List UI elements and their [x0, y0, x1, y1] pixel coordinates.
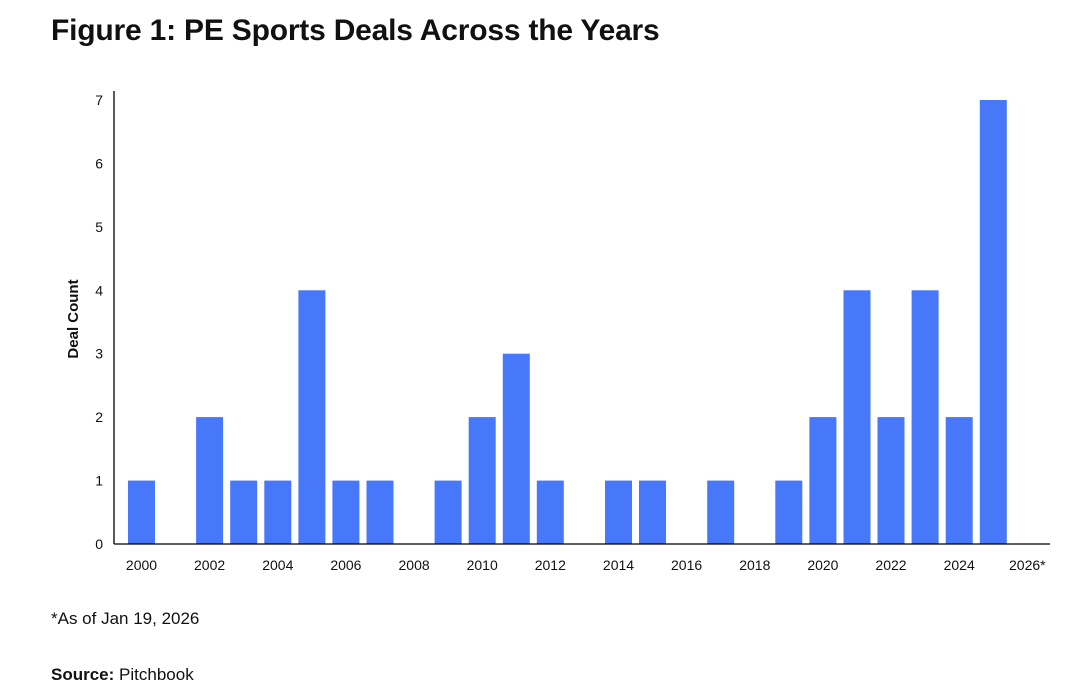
x-axis-ticks: 2000 2002 2004 2006 2008 2010 2012 2014 2016 2018… [126, 557, 1046, 573]
bars-group [128, 100, 1007, 544]
bar-2002 [196, 417, 224, 544]
x-tick-label: 2002 [194, 557, 225, 573]
x-tick-label: 2018 [739, 557, 770, 573]
x-tick-label: 2010 [467, 557, 498, 573]
bar-2015 [639, 480, 666, 544]
source-label: Source: [51, 665, 115, 684]
x-tick-label: 2026* [1009, 557, 1046, 573]
y-tick-label: 4 [95, 282, 103, 298]
y-tick-label: 3 [95, 346, 103, 362]
x-tick-label: 2012 [535, 557, 566, 573]
bar-2014 [605, 480, 632, 544]
chart-title: Figure 1: PE Sports Deals Across the Yea… [51, 14, 660, 47]
x-tick-label: 2014 [603, 557, 634, 573]
x-tick-label: 2004 [262, 557, 293, 573]
source-note: Source: Pitchbook [51, 665, 194, 685]
x-tick-label: 2022 [875, 557, 906, 573]
bar-2004 [264, 480, 292, 544]
x-tick-label: 2008 [399, 557, 430, 573]
source-value: Pitchbook [119, 665, 194, 684]
y-tick-label: 1 [95, 473, 103, 489]
bar-2000 [128, 480, 155, 544]
bar-2003 [230, 480, 258, 544]
bar-2010 [468, 417, 496, 544]
y-axis-label: Deal Count [65, 279, 82, 358]
bar-2019 [775, 480, 803, 544]
y-tick-label: 0 [95, 536, 103, 552]
bar-2025 [979, 100, 1007, 544]
bar-chart: Deal Count 0 1 2 3 4 5 6 7 2000 2002 2004 2006 2008… [65, 91, 1050, 573]
bar-2023 [911, 290, 939, 544]
bar-2007 [366, 480, 394, 544]
y-tick-label: 6 [95, 155, 103, 171]
y-tick-label: 2 [95, 409, 103, 425]
y-tick-label: 7 [95, 92, 103, 108]
bar-2009 [434, 480, 462, 544]
bar-2020 [809, 417, 837, 544]
footnote: *As of Jan 19, 2026 [51, 609, 200, 628]
bar-2024 [945, 417, 973, 544]
bar-2011 [502, 353, 530, 544]
y-axis-ticks: 0 1 2 3 4 5 6 7 [95, 92, 103, 552]
bar-2021 [843, 290, 871, 544]
y-tick-label: 5 [95, 219, 103, 235]
x-tick-label: 2006 [330, 557, 361, 573]
bar-2017 [707, 480, 735, 544]
x-tick-label: 2000 [126, 557, 157, 573]
bar-2012 [536, 480, 564, 544]
x-tick-label: 2024 [944, 557, 975, 573]
bar-2005 [298, 290, 326, 544]
x-tick-label: 2016 [671, 557, 702, 573]
bar-2022 [877, 417, 905, 544]
x-tick-label: 2020 [807, 557, 838, 573]
bar-2006 [332, 480, 360, 544]
